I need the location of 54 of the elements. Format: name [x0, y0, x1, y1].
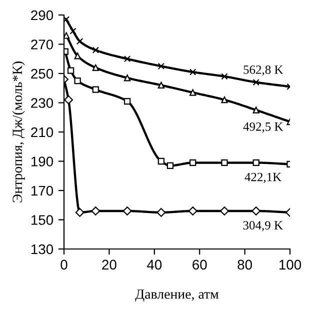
y-tick-label: 230	[31, 98, 54, 108]
series-label: 562,8 K	[244, 65, 284, 76]
point	[166, 162, 174, 169]
point	[252, 78, 260, 86]
point	[64, 16, 70, 23]
point	[92, 86, 99, 93]
y-tick-label: 290	[31, 10, 54, 20]
point	[122, 206, 132, 216]
point	[221, 73, 228, 80]
point	[156, 208, 166, 217]
point	[189, 68, 196, 76]
x-tick-label: 60	[192, 260, 207, 270]
point	[91, 206, 100, 216]
y-axis-title: Энтропия, Дж/(моль*К)	[12, 62, 25, 202]
series-label: 492,5 K	[243, 122, 284, 133]
point	[74, 52, 81, 60]
point	[64, 95, 74, 104]
point	[74, 77, 81, 84]
point	[252, 206, 261, 216]
y-tick-label: 250	[31, 68, 54, 79]
y-tick-label: 190	[31, 156, 54, 166]
x-tick-label: 100	[279, 260, 302, 270]
point	[189, 159, 196, 166]
point	[158, 82, 165, 89]
x-tick-label: 80	[238, 260, 252, 270]
point	[188, 206, 198, 216]
x-tick-label: 40	[146, 260, 162, 270]
x-tick-label: 20	[102, 260, 116, 270]
point	[252, 159, 260, 166]
point	[92, 46, 99, 54]
point	[158, 158, 165, 165]
point	[221, 96, 228, 104]
y-tick-label: 170	[31, 186, 54, 196]
y-tick-label: 210	[31, 127, 54, 138]
y-tick-label: 270	[31, 40, 54, 50]
point	[220, 206, 229, 216]
point	[189, 89, 196, 96]
x-tick-label: 0	[60, 260, 68, 270]
point	[92, 64, 99, 71]
series-label: 304,9 K	[243, 221, 283, 232]
x-axis-title: Давление, атм	[135, 290, 219, 302]
y-tick-label: 150	[31, 215, 54, 225]
point	[124, 98, 131, 105]
point	[67, 67, 74, 74]
y-tick-label: 130	[31, 244, 54, 254]
point	[70, 28, 76, 34]
point	[124, 56, 131, 62]
point	[252, 106, 260, 114]
point	[158, 62, 165, 70]
point	[75, 208, 84, 217]
point	[124, 74, 131, 82]
series-label: 422,1K	[244, 172, 282, 184]
point	[76, 38, 84, 45]
point	[221, 159, 228, 166]
